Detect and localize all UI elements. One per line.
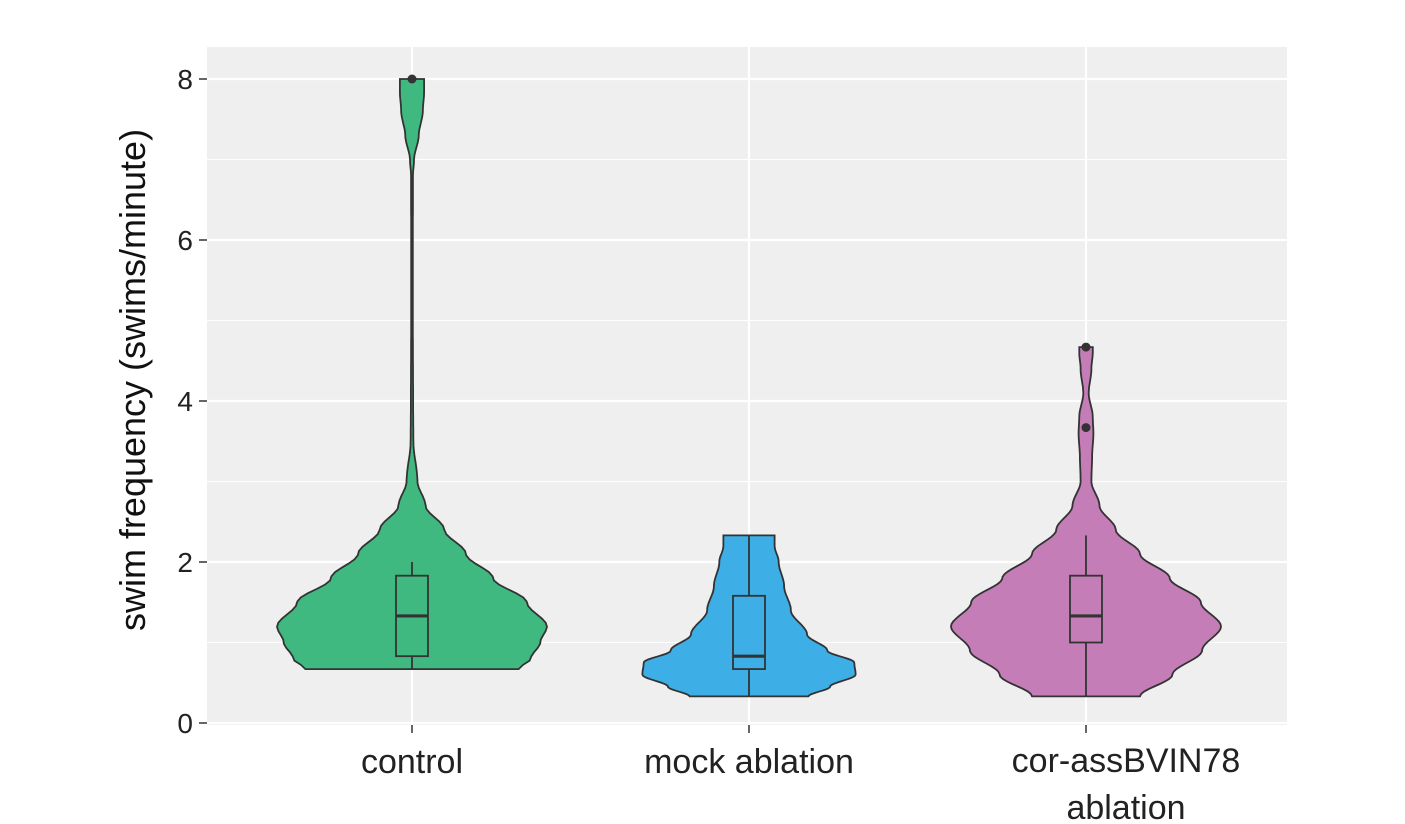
x-category-label: control <box>361 743 463 781</box>
outlier-point <box>1081 423 1091 433</box>
x-category-label: cor-assBVIN78 ablation <box>1012 742 1241 824</box>
violin-group <box>276 74 548 670</box>
violin-shape <box>276 78 548 670</box>
violin-group <box>641 534 857 698</box>
y-tick-label: 4 <box>177 386 193 417</box>
outlier-point <box>407 74 417 84</box>
outlier-point <box>1081 342 1091 352</box>
violin-shape <box>950 346 1222 698</box>
y-tick-label: 6 <box>177 225 193 256</box>
axes: 0 2 4 6 8 control mock ablation cor-assBVIN78 ab… <box>177 64 1240 824</box>
box-iqr <box>1069 574 1103 644</box>
violin-group <box>950 342 1222 698</box>
box-iqr <box>732 594 766 670</box>
y-tick-label: 0 <box>177 708 193 739</box>
y-axis-title: swim frequency (swims/minute) <box>112 129 153 631</box>
y-tick-label: 8 <box>177 64 193 95</box>
violins <box>276 74 1222 698</box>
y-tick-label: 2 <box>177 547 193 578</box>
x-category-label: mock ablation <box>644 743 854 781</box>
